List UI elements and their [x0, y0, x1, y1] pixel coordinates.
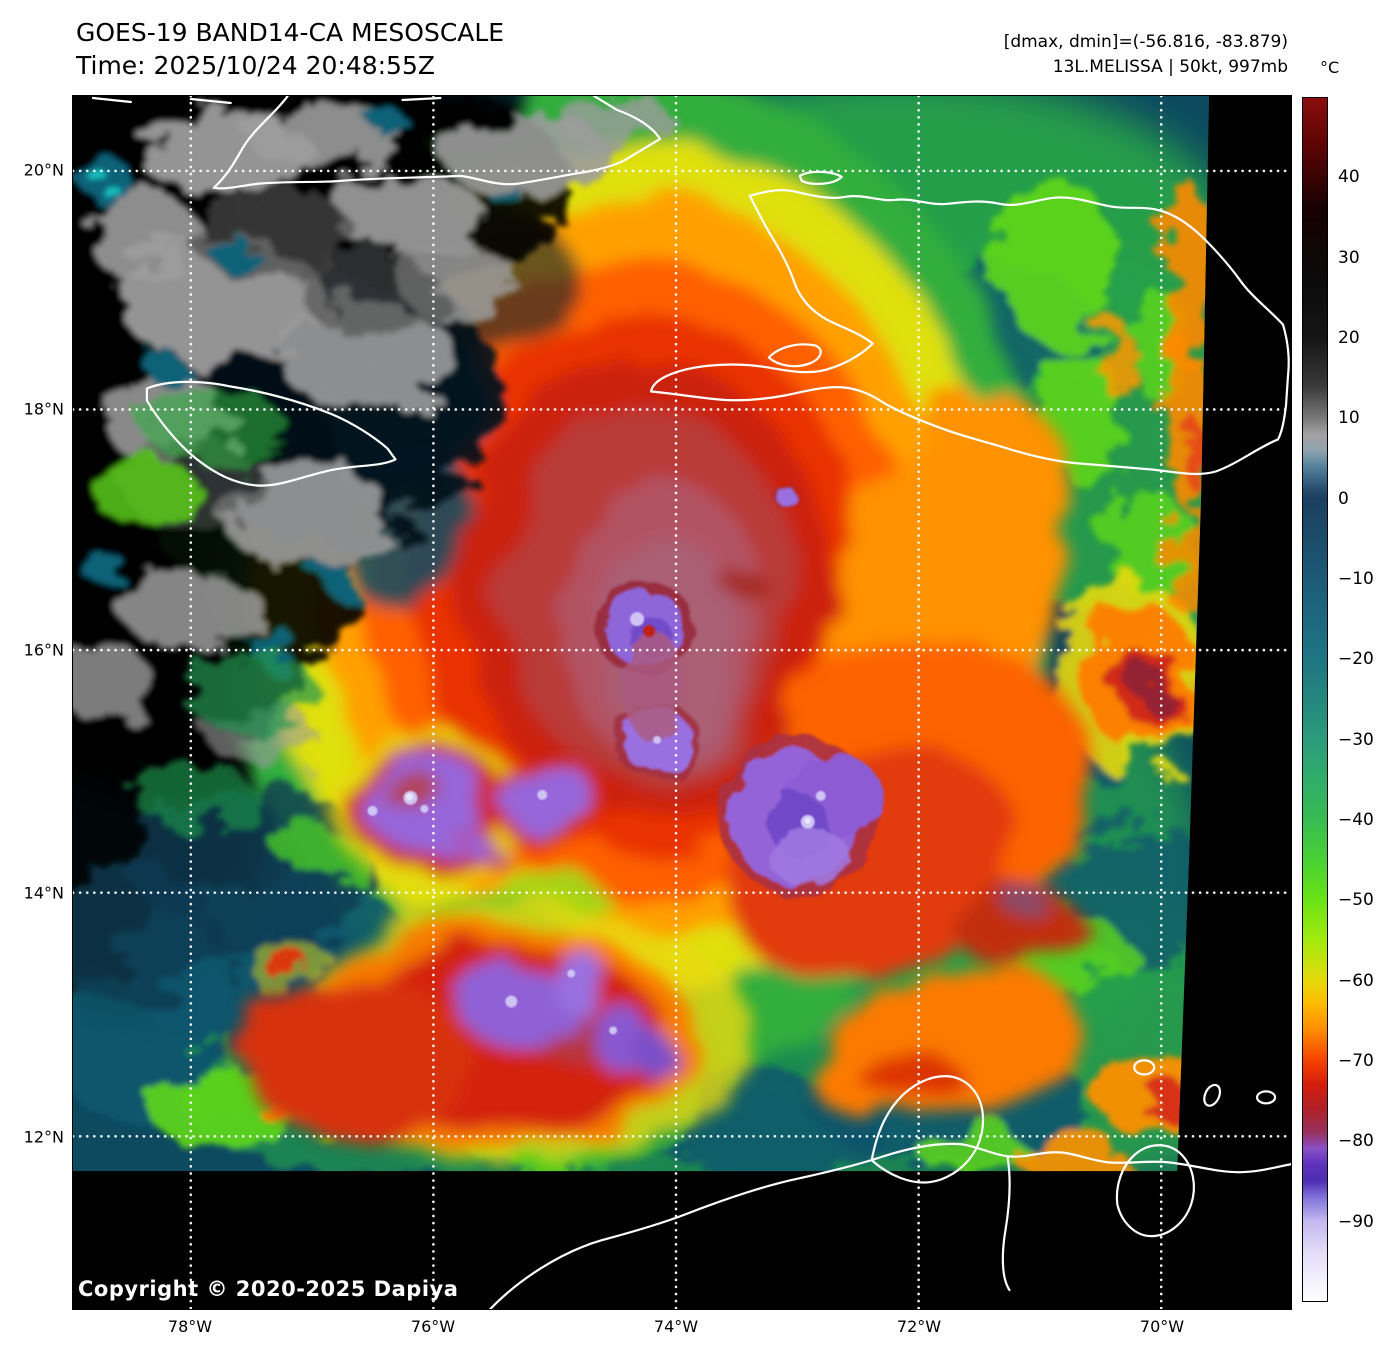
lat-tick-label: 16°N: [23, 640, 64, 660]
lon-tick-label: 78°W: [167, 1317, 213, 1336]
lat-tick-label: 18°N: [23, 399, 64, 419]
colorbar-tick-label: 30: [1338, 247, 1360, 268]
page-title: GOES-19 BAND14-CA MESOSCALE: [76, 18, 505, 47]
lon-tick-label: 74°W: [653, 1317, 699, 1336]
colorbar-tick-label: −90: [1338, 1211, 1374, 1232]
latlon-gridlines: [73, 96, 1291, 1309]
colorbar-tick-label: −40: [1338, 810, 1374, 830]
colorbar: [1302, 97, 1328, 1302]
colorbar-tick-label: 10: [1338, 408, 1360, 429]
convective-cells-southwest: [242, 722, 752, 1165]
colorbar-tick-label: −60: [1338, 970, 1374, 991]
lat-tick-label: 20°N: [23, 160, 64, 180]
coastlines: [91, 96, 1291, 1309]
coastline-guajira-peninsula: [870, 1075, 985, 1184]
colorbar-unit-label: °C: [1320, 58, 1340, 77]
colorbar-tick-label: −70: [1338, 1051, 1374, 1071]
colorbar-tick-label: −30: [1338, 729, 1374, 750]
lat-tick-label: 14°N: [23, 883, 64, 903]
coastline-cuba-keys: [91, 96, 442, 105]
coastline-paraguana-peninsula: [1115, 1144, 1195, 1238]
coastline-tortuga-island: [798, 170, 843, 185]
coldest-pixel-specks: [367, 612, 826, 1035]
header-left: GOES-19 BAND14-CA MESOSCALE Time: 2025/1…: [76, 16, 504, 82]
lat-tick-label: 12°N: [23, 1127, 64, 1147]
timestamp: Time: 2025/10/24 20:48:55Z: [76, 51, 435, 80]
colorbar-tick-label: −10: [1338, 569, 1374, 589]
coastline-cuba: [212, 96, 662, 190]
colorbar-tick-label: 0: [1338, 488, 1349, 509]
header-right: [dmax, dmin]=(-56.816, -83.879) 13L.MELI…: [1004, 30, 1288, 80]
colorbar-tick-label: −80: [1338, 1131, 1374, 1152]
dmax-dmin-readout: [dmax, dmin]=(-56.816, -83.879): [1003, 32, 1288, 52]
coastline-abc-islands: [1133, 1059, 1277, 1107]
colorbar-tick-label: 20: [1338, 328, 1360, 348]
coastline-gonave-island: [767, 343, 822, 368]
colorbar-tick-label: 40: [1338, 167, 1360, 188]
cloud-mottle-northwest: [73, 96, 678, 765]
coastline-south-america: [489, 1142, 1291, 1309]
lon-tick-label: 70°W: [1139, 1317, 1185, 1336]
copyright-watermark: Copyright © 2020-2025 Dapiya: [78, 1277, 459, 1301]
satellite-image: [73, 96, 1291, 1309]
satellite-map: [72, 95, 1292, 1310]
lon-tick-label: 76°W: [410, 1317, 456, 1336]
lon-tick-label: 72°W: [896, 1317, 942, 1336]
coastline-hispaniola: [649, 189, 1290, 476]
storm-info: 13L.MELISSA | 50kt, 997mb: [1052, 57, 1288, 77]
coastline-maracaibo-inlet: [1001, 1155, 1011, 1292]
ir-data-region: [73, 96, 1210, 1172]
colorbar-tick-label: −20: [1338, 649, 1374, 670]
cold-cloud-tops: [595, 483, 882, 897]
colorbar-tick-label: −50: [1338, 890, 1374, 911]
coastline-jamaica: [145, 380, 397, 487]
